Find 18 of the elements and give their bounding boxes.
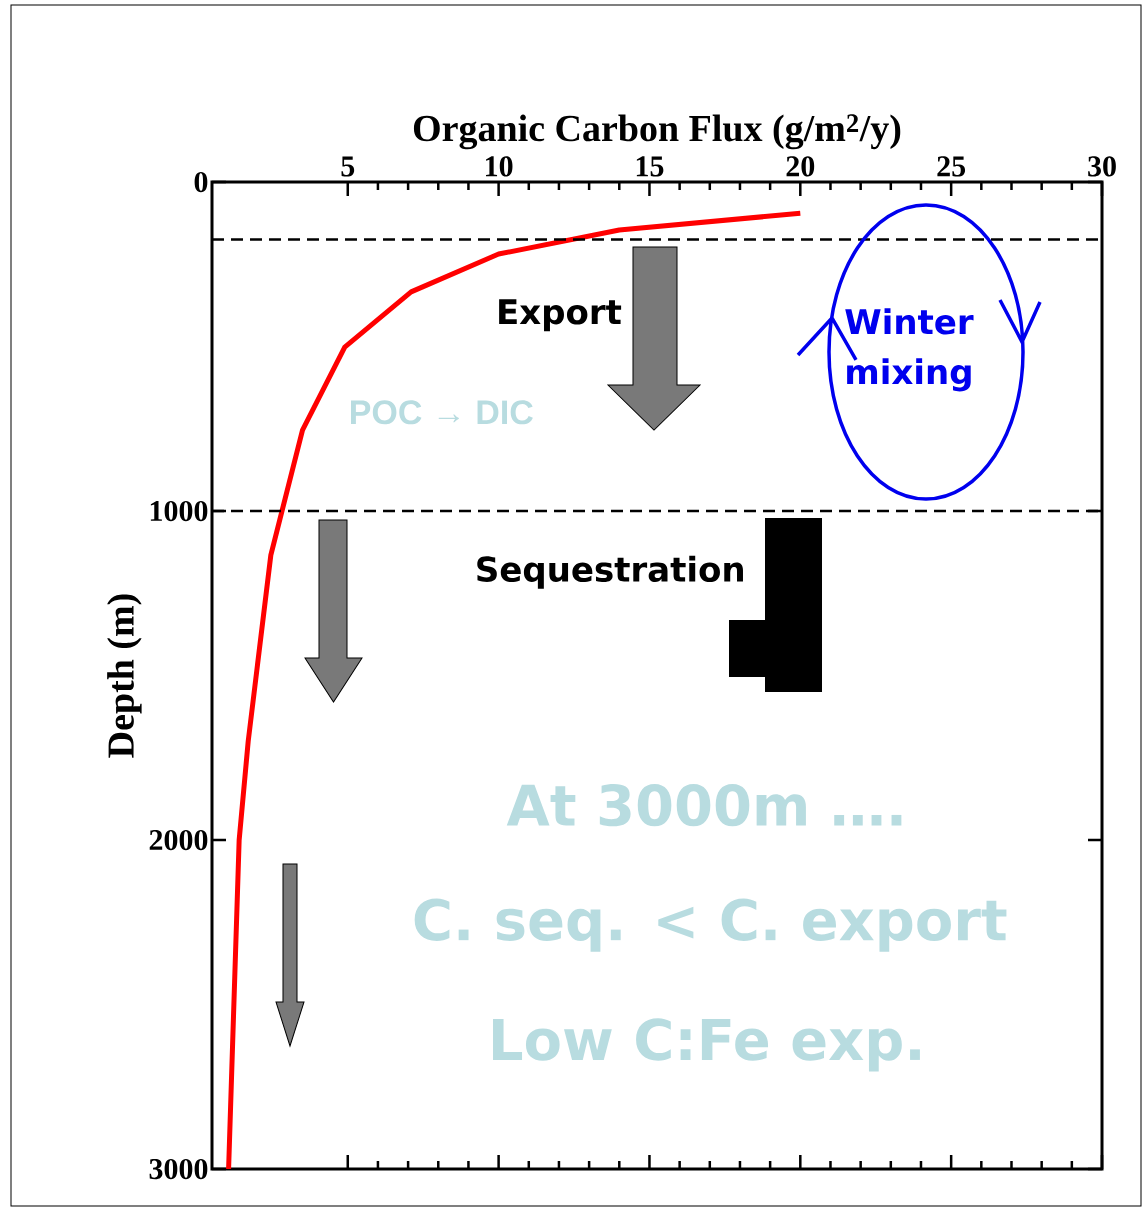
annotation: C. seq. < C. export xyxy=(414,898,1007,952)
annotation: POC → DIC xyxy=(351,400,533,425)
y-tick-label: 1000 xyxy=(150,500,208,522)
annotation: Export xyxy=(499,299,622,332)
y-tick-label: 0 xyxy=(194,171,208,193)
x-tick-label: 15 xyxy=(636,156,664,177)
annotation: At 3000m …. xyxy=(506,783,902,827)
annotation: Sequestration xyxy=(477,555,743,589)
y-tick-label: 3000 xyxy=(149,1158,208,1180)
x-axis-title: Organic Carbon Flux (g/m$^{2}$/y) xyxy=(413,114,901,150)
x-tick-label: 25 xyxy=(937,156,966,177)
annotation: Low C:Fe exp. xyxy=(493,1018,920,1072)
y-tick-label: 2000 xyxy=(149,829,208,851)
x-tick-label: 10 xyxy=(486,156,513,177)
x-tick-label: 20 xyxy=(786,156,815,177)
x-tick-label: 5 xyxy=(341,156,355,177)
x-tick-label: 30 xyxy=(1088,156,1116,177)
y-axis-title: Depth (m) xyxy=(107,594,142,758)
